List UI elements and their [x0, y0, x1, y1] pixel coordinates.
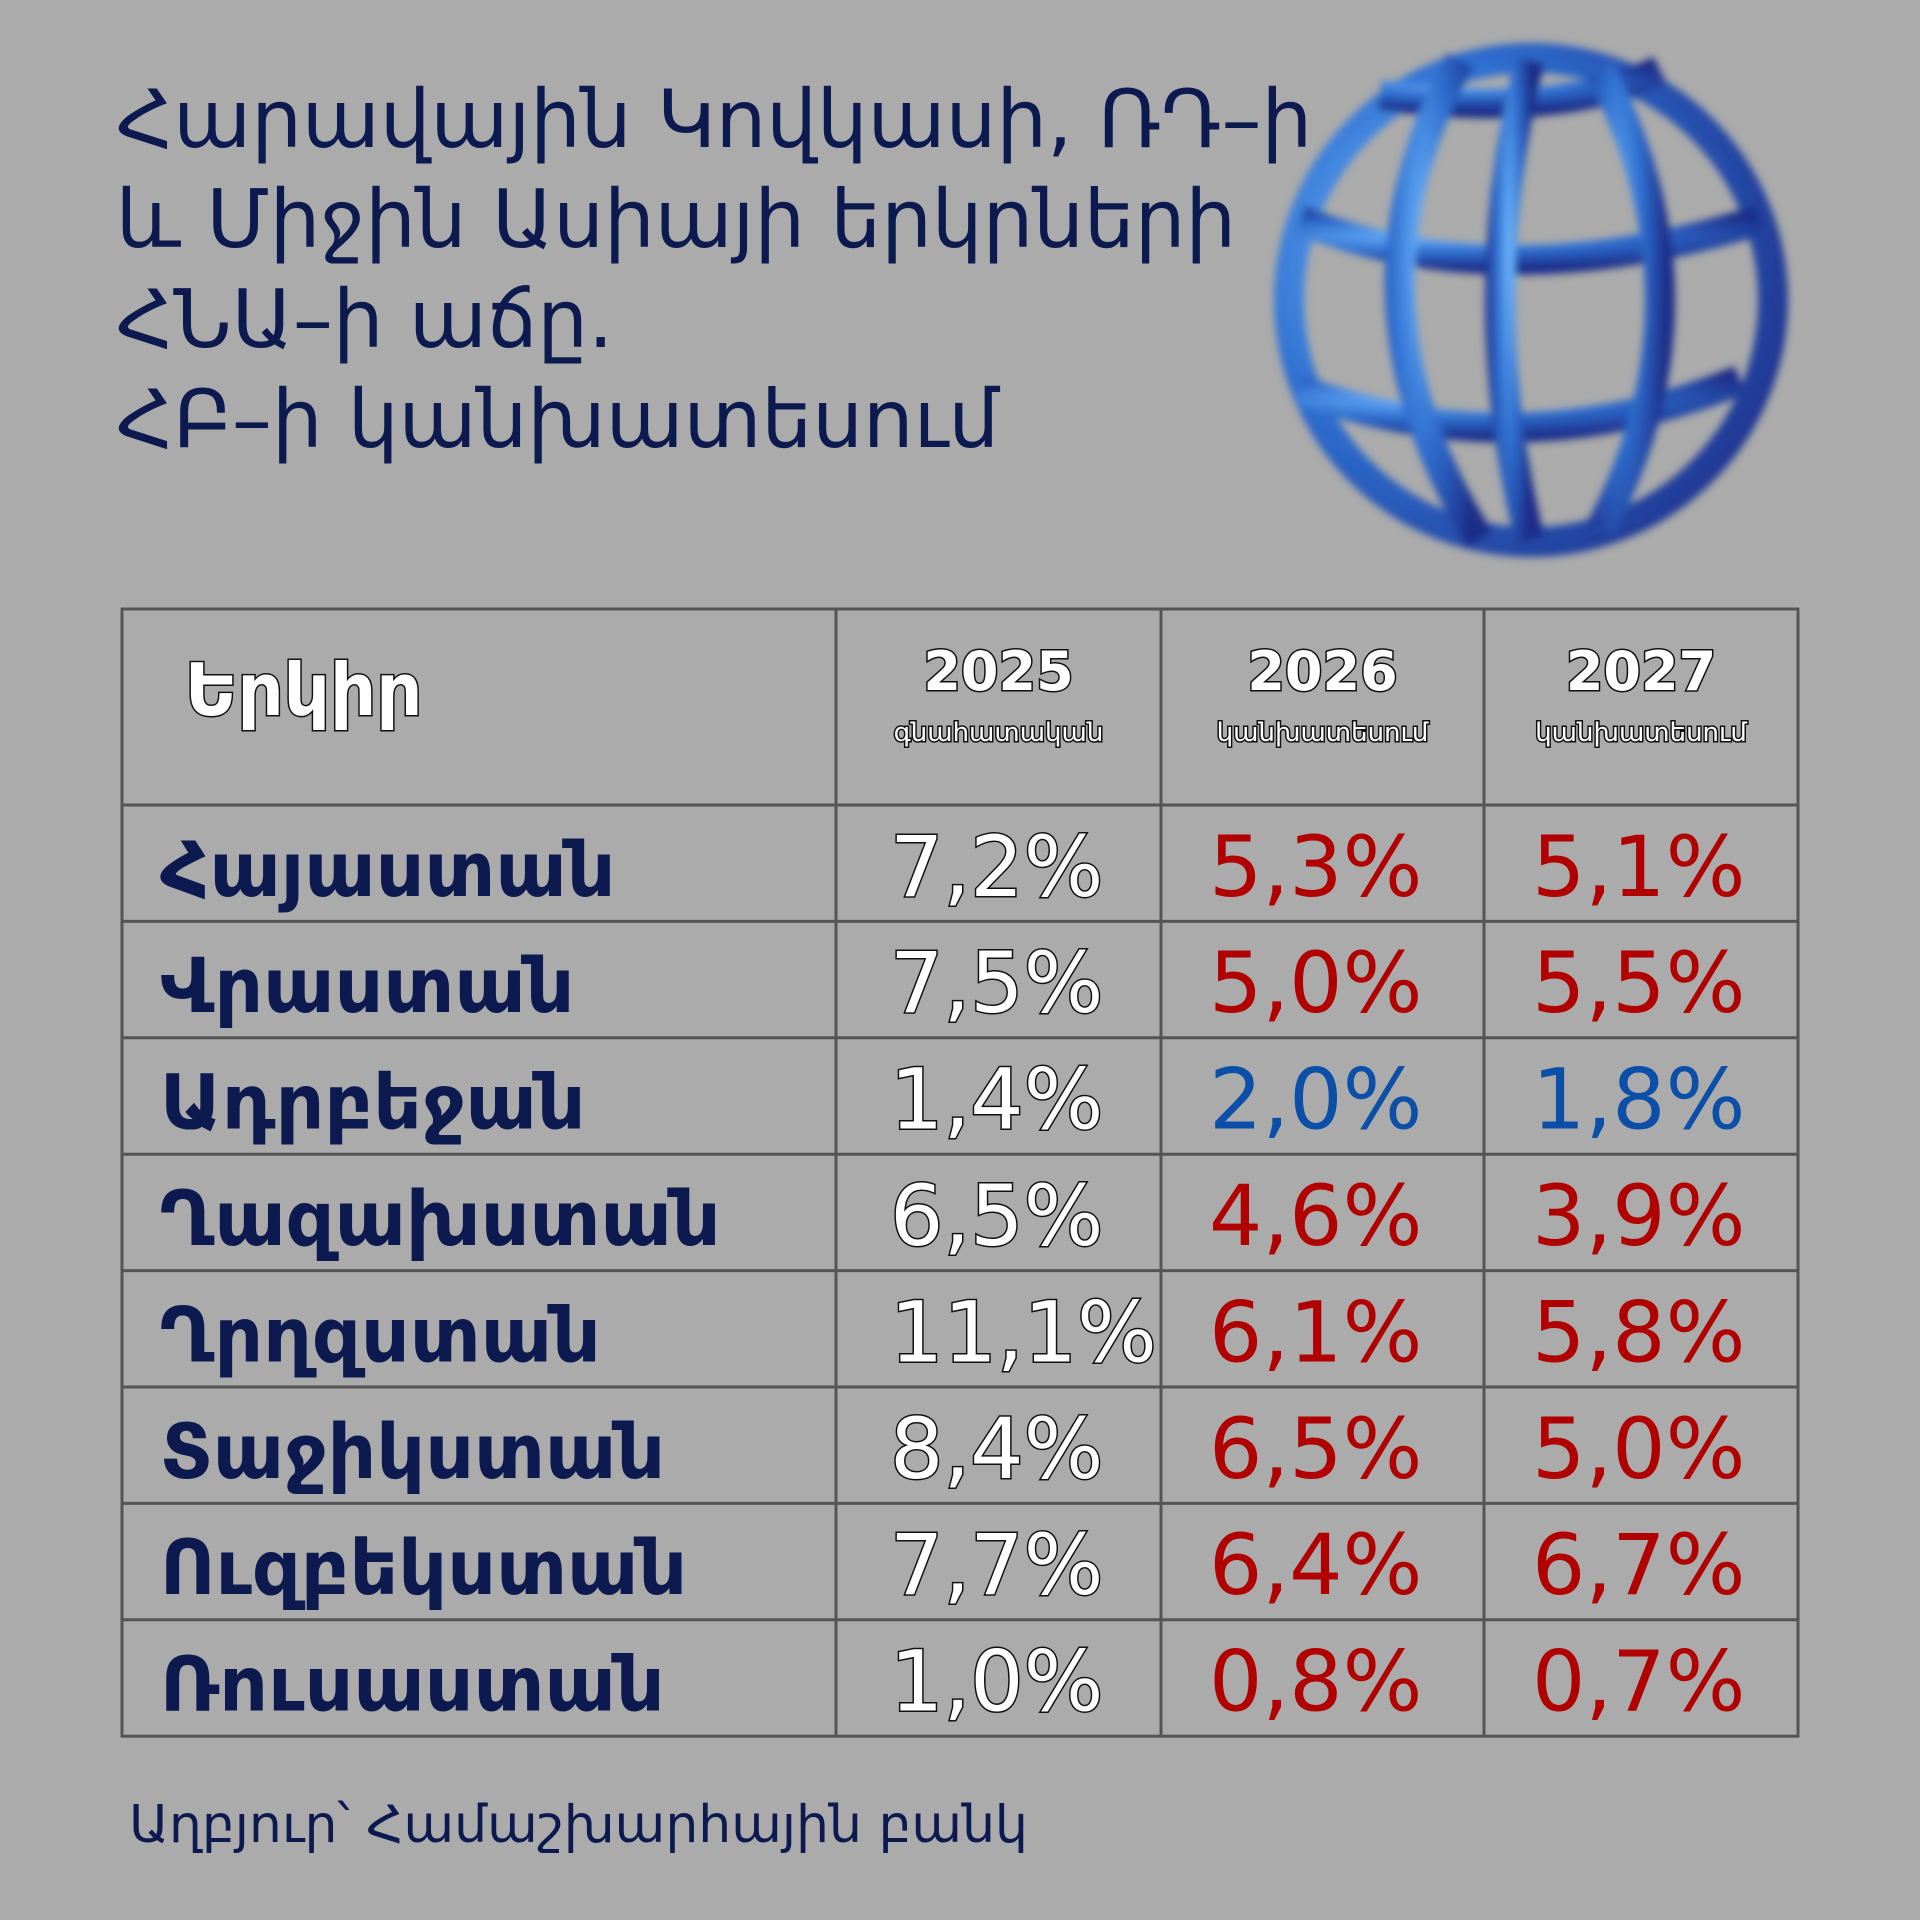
estimate-value: 11,1% [890, 1283, 1157, 1381]
forecast-value: 2,0% [1209, 1051, 1422, 1149]
country-name: Վրաստան [160, 941, 574, 1030]
forecast-value: 6,4% [1209, 1516, 1422, 1614]
forecast-value: 6,1% [1209, 1283, 1422, 1381]
forecast-value: 0,8% [1209, 1633, 1422, 1731]
globe-logo [1274, 43, 1788, 557]
title-line: ՀԲ–ի կանխատեսում [116, 373, 1000, 466]
country-name: Ադրբեջան [160, 1058, 586, 1147]
forecast-value: 4,6% [1209, 1167, 1422, 1265]
forecast-value: 6,5% [1209, 1400, 1422, 1498]
forecast-value: 5,0% [1209, 934, 1422, 1032]
title-line: Հարավային Կովկասի, ՌԴ–ի [116, 73, 1312, 166]
forecast-value: 5,8% [1532, 1283, 1745, 1381]
title-line: և Միջին Ասիայի երկրների [116, 173, 1236, 266]
forecast-value: 3,9% [1532, 1167, 1745, 1265]
header-sublabel: կանխատեսում [1217, 718, 1429, 748]
country-name: Ուզբեկստան [160, 1523, 687, 1612]
forecast-value: 5,0% [1532, 1400, 1745, 1498]
estimate-value: 1,0% [890, 1633, 1103, 1731]
estimate-value: 1,4% [890, 1051, 1103, 1149]
header-year: 2025 [923, 640, 1073, 703]
estimate-value: 8,4% [890, 1400, 1103, 1498]
estimate-value: 6,5% [890, 1167, 1103, 1265]
country-name: Ռուսաստան [160, 1640, 665, 1729]
table-border [120, 607, 1800, 1738]
country-name: Հայաստան [160, 825, 616, 914]
forecast-value: 0,7% [1532, 1633, 1745, 1731]
source: Աղբյուր՝ Համաշխարհային բանկ [129, 1795, 1028, 1855]
forecast-value: 6,7% [1532, 1516, 1745, 1614]
estimate-value: 7,7% [890, 1516, 1103, 1614]
forecast-value: 1,8% [1532, 1051, 1745, 1149]
title: Հարավային Կովկասի, ՌԴ–իև Միջին Ասիայի եր… [116, 73, 1312, 466]
header-year: 2027 [1566, 640, 1716, 703]
country-name: Ղազախստան [160, 1174, 721, 1263]
header-year: 2026 [1247, 640, 1397, 703]
estimate-value: 7,2% [890, 818, 1103, 916]
forecast-value: 5,1% [1532, 818, 1745, 916]
title-line: ՀՆԱ–ի աճը. [116, 273, 613, 366]
forecast-value: 5,5% [1532, 934, 1745, 1032]
country-name: Տաջիկստան [160, 1407, 665, 1496]
table: Երկիր 2025 գնահատական 2026 կանխատեսում 2027 կա… [120, 607, 1800, 1738]
header-sublabel: գնահատական [894, 718, 1104, 748]
country-name: Ղրղզստան [160, 1290, 601, 1379]
header-label: Երկիր [185, 648, 423, 732]
header-sublabel: կանխատեսում [1535, 718, 1747, 748]
forecast-value: 5,3% [1209, 818, 1422, 916]
estimate-value: 7,5% [890, 934, 1103, 1032]
